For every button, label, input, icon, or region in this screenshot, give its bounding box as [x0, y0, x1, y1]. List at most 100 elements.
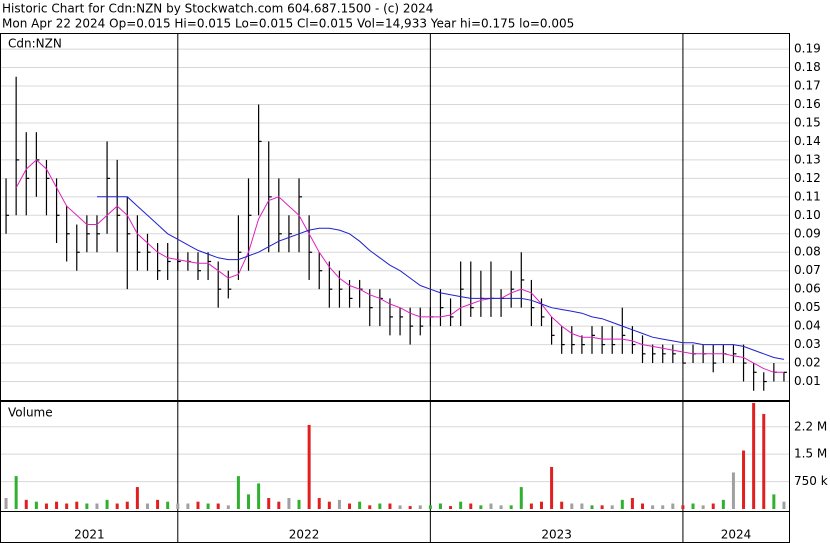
y-tick-label: 0.13: [794, 152, 821, 166]
volume-bar: [115, 503, 119, 509]
volume-tick-label: 1.5 M: [794, 447, 827, 461]
volume-bar: [590, 505, 594, 509]
y-tick-label: 0.11: [794, 189, 821, 203]
volume-bar: [711, 503, 715, 509]
symbol-label: Cdn:NZN: [8, 37, 62, 51]
volume-bar: [630, 498, 634, 509]
y-tick-label: 0.15: [794, 115, 821, 129]
volume-bar: [408, 506, 412, 509]
y-tick-label: 0.01: [794, 374, 821, 388]
volume-bar: [247, 494, 251, 509]
year-label: 2023: [541, 528, 572, 542]
volume-bar: [75, 501, 79, 509]
volume-bar: [317, 498, 321, 509]
volume-tick-label: 2.2 M: [794, 419, 827, 433]
volume-bar: [267, 498, 271, 509]
y-tick-label: 0.02: [794, 356, 821, 370]
volume-bar: [570, 503, 574, 509]
volume-bar: [196, 501, 200, 509]
date-axis: [0, 511, 790, 543]
chart-title: Historic Chart for Cdn:NZN by Stockwatch…: [2, 2, 433, 16]
volume-bar: [166, 501, 170, 509]
year-label: 2022: [289, 528, 320, 542]
volume-bar: [327, 501, 331, 509]
volume-bar: [438, 503, 442, 509]
volume-bar: [529, 503, 533, 509]
volume-bar: [620, 499, 624, 509]
volume-bar: [610, 505, 614, 509]
volume-bar: [156, 499, 160, 509]
volume-bar: [519, 487, 523, 509]
volume-bar: [550, 466, 554, 509]
volume-bar: [449, 506, 453, 509]
volume-bar: [348, 503, 352, 509]
volume-bar: [4, 498, 8, 509]
y-tick-label: 0.07: [794, 263, 821, 277]
volume-bar: [600, 505, 604, 509]
y-tick-label: 0.16: [794, 97, 821, 111]
volume-bar: [206, 503, 210, 509]
volume-bar: [44, 503, 48, 509]
volume-bar: [479, 505, 483, 509]
volume-bar: [641, 503, 645, 509]
y-tick-label: 0.12: [794, 171, 821, 185]
price-panel: [0, 33, 790, 401]
volume-bar: [731, 472, 735, 509]
y-tick-label: 0.18: [794, 60, 821, 74]
y-tick-label: 0.03: [794, 337, 821, 351]
volume-bar: [721, 499, 725, 509]
volume-bar: [762, 413, 766, 509]
volume-bar: [236, 476, 240, 509]
volume-bar: [398, 505, 402, 509]
volume-bar: [85, 503, 89, 509]
y-tick-label: 0.14: [794, 134, 821, 148]
year-label: 2024: [721, 528, 752, 542]
volume-bar: [297, 499, 301, 509]
volume-bar: [176, 503, 180, 509]
volume-bar: [418, 505, 422, 509]
volume-bar: [216, 503, 220, 509]
quote-line: Mon Apr 22 2024 Op=0.015 Hi=0.015 Lo=0.0…: [2, 17, 574, 31]
volume-bar: [368, 505, 372, 509]
volume-tick-label: 750 k: [794, 474, 828, 488]
volume-bar: [55, 501, 59, 509]
volume-bar: [186, 503, 190, 509]
volume-bar: [14, 476, 18, 509]
volume-bar: [378, 503, 382, 509]
volume-bar: [307, 424, 311, 509]
y-tick-label: 0.04: [794, 319, 821, 333]
volume-bar: [65, 503, 69, 509]
volume-bar: [671, 503, 675, 509]
y-tick-label: 0.19: [794, 42, 821, 56]
volume-bar: [459, 501, 463, 509]
volume-bar: [651, 505, 655, 509]
y-tick-label: 0.05: [794, 300, 821, 314]
volume-bar: [388, 503, 392, 509]
volume-bar: [34, 501, 38, 509]
volume-bar: [24, 499, 28, 509]
volume-bar: [287, 498, 291, 509]
moving-average: [15, 159, 784, 373]
y-tick-label: 0.09: [794, 226, 821, 240]
volume-bar: [772, 494, 776, 509]
volume-bar: [701, 505, 705, 509]
volume-panel: [0, 401, 790, 512]
volume-bar: [509, 505, 513, 509]
y-tick-label: 0.06: [794, 282, 821, 296]
moving-average: [97, 196, 784, 360]
volume-bar: [125, 501, 129, 509]
volume-bar: [469, 503, 473, 509]
volume-bar: [257, 483, 261, 509]
volume-bar: [539, 501, 543, 509]
volume-bar: [135, 487, 139, 509]
volume-bar: [337, 499, 341, 509]
volume-bar: [499, 505, 503, 509]
y-tick-label: 0.10: [794, 208, 821, 222]
y-tick-label: 0.17: [794, 79, 821, 93]
volume-bar: [580, 503, 584, 509]
volume-bar: [277, 501, 281, 509]
volume-bar: [489, 503, 493, 509]
volume-bar: [681, 505, 685, 509]
volume-bar: [428, 505, 432, 509]
